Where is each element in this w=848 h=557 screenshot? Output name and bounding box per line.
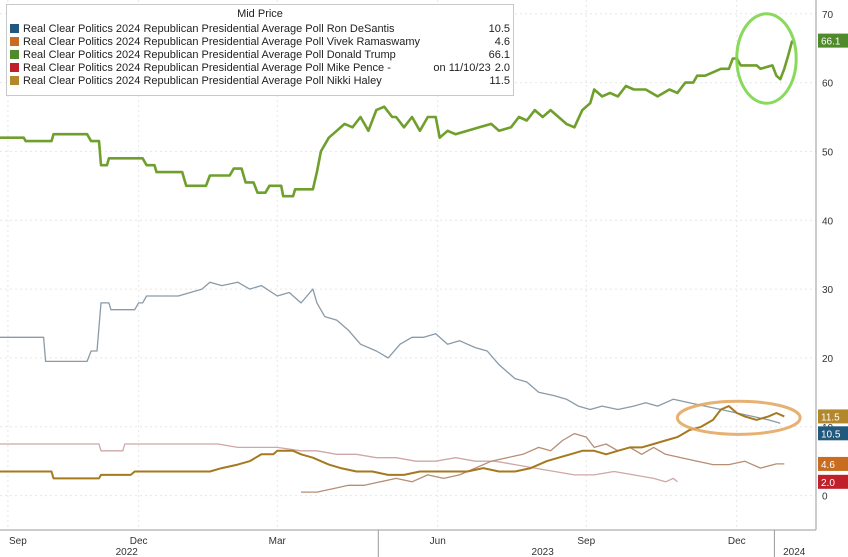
haley-highlight-ellipse	[675, 399, 802, 436]
legend-label-ramaswamy: Real Clear Politics 2024 Republican Pres…	[23, 35, 421, 48]
y-tick-label-20: 20	[822, 354, 834, 365]
last-value-label-haley: 11.5	[821, 412, 840, 423]
last-value-label-desantis: 10.5	[821, 429, 841, 440]
series-layer	[0, 40, 794, 493]
series-line-haley	[0, 405, 785, 480]
y-tick-label-30: 30	[822, 285, 834, 296]
y-tick-label-70: 70	[822, 10, 834, 21]
legend-value-desantis: 10.5	[488, 22, 510, 35]
x-tick-label-2: Mar	[269, 536, 287, 547]
legend-row-trump: Real Clear Politics 2024 Republican Pres…	[7, 48, 513, 61]
year-label-2024: 2024	[783, 547, 806, 557]
legend-swatch-trump	[10, 50, 19, 59]
y-tick-label-0: 0	[822, 492, 828, 503]
x-tick-label-5: Dec	[728, 536, 746, 547]
tag-layer: 66.1 11.5 10.5 4.6 2.0	[818, 33, 848, 489]
legend-swatch-ramaswamy	[10, 37, 19, 46]
legend-row-pence: Real Clear Politics 2024 Republican Pres…	[7, 61, 513, 74]
last-value-tag-pence	[818, 474, 848, 489]
legend-label-desantis: Real Clear Politics 2024 Republican Pres…	[23, 22, 395, 35]
legend-label-haley: Real Clear Politics 2024 Republican Pres…	[23, 74, 382, 87]
year-label-2023: 2023	[532, 547, 555, 557]
legend-row-ramaswamy: Real Clear Politics 2024 Republican Pres…	[7, 35, 513, 48]
x-tick-label-1: Dec	[130, 536, 148, 547]
y-tick-label-40: 40	[822, 216, 834, 227]
x-tick-label-4: Sep	[577, 536, 595, 547]
year-label-2022: 2022	[116, 547, 139, 557]
legend: Mid Price Real Clear Politics 2024 Repub…	[6, 4, 514, 96]
y-tick-label-60: 60	[822, 79, 834, 90]
legend-value-haley: 11.5	[489, 74, 510, 87]
series-line-pence	[0, 443, 678, 483]
legend-label-trump: Real Clear Politics 2024 Republican Pres…	[23, 48, 396, 61]
legend-label-pence: Real Clear Politics 2024 Republican Pres…	[23, 61, 391, 74]
legend-row-haley: Real Clear Politics 2024 Republican Pres…	[7, 74, 513, 87]
last-value-tag-haley	[818, 409, 848, 424]
legend-title: Mid Price	[237, 8, 283, 20]
last-value-tag-trump	[818, 33, 848, 48]
legend-value-ramaswamy: 4.6	[494, 35, 510, 48]
legend-swatch-desantis	[10, 24, 19, 33]
last-value-tag-desantis	[818, 426, 848, 441]
series-line-ramaswamy	[301, 432, 785, 493]
legend-row-desantis: Real Clear Politics 2024 Republican Pres…	[7, 22, 513, 35]
legend-note-pence: on 11/10/23	[433, 61, 491, 74]
last-value-label-ramaswamy: 4.6	[821, 460, 835, 471]
last-value-label-trump: 66.1	[821, 37, 841, 48]
last-value-label-pence: 2.0	[821, 478, 835, 489]
series-line-desantis	[0, 281, 781, 424]
last-value-tag-ramaswamy	[818, 456, 848, 471]
legend-swatch-pence	[10, 63, 19, 72]
trump-highlight-ellipse	[735, 12, 798, 105]
x-tick-label-0: Sep	[9, 536, 27, 547]
legend-value-pence: 2.0	[494, 61, 510, 74]
y-tick-label-50: 50	[822, 147, 834, 158]
highlight-layer	[675, 12, 802, 436]
legend-value-trump: 66.1	[488, 48, 510, 61]
series-line-trump	[0, 40, 794, 198]
legend-swatch-haley	[10, 76, 19, 85]
x-tick-label-3: Jun	[430, 536, 446, 547]
